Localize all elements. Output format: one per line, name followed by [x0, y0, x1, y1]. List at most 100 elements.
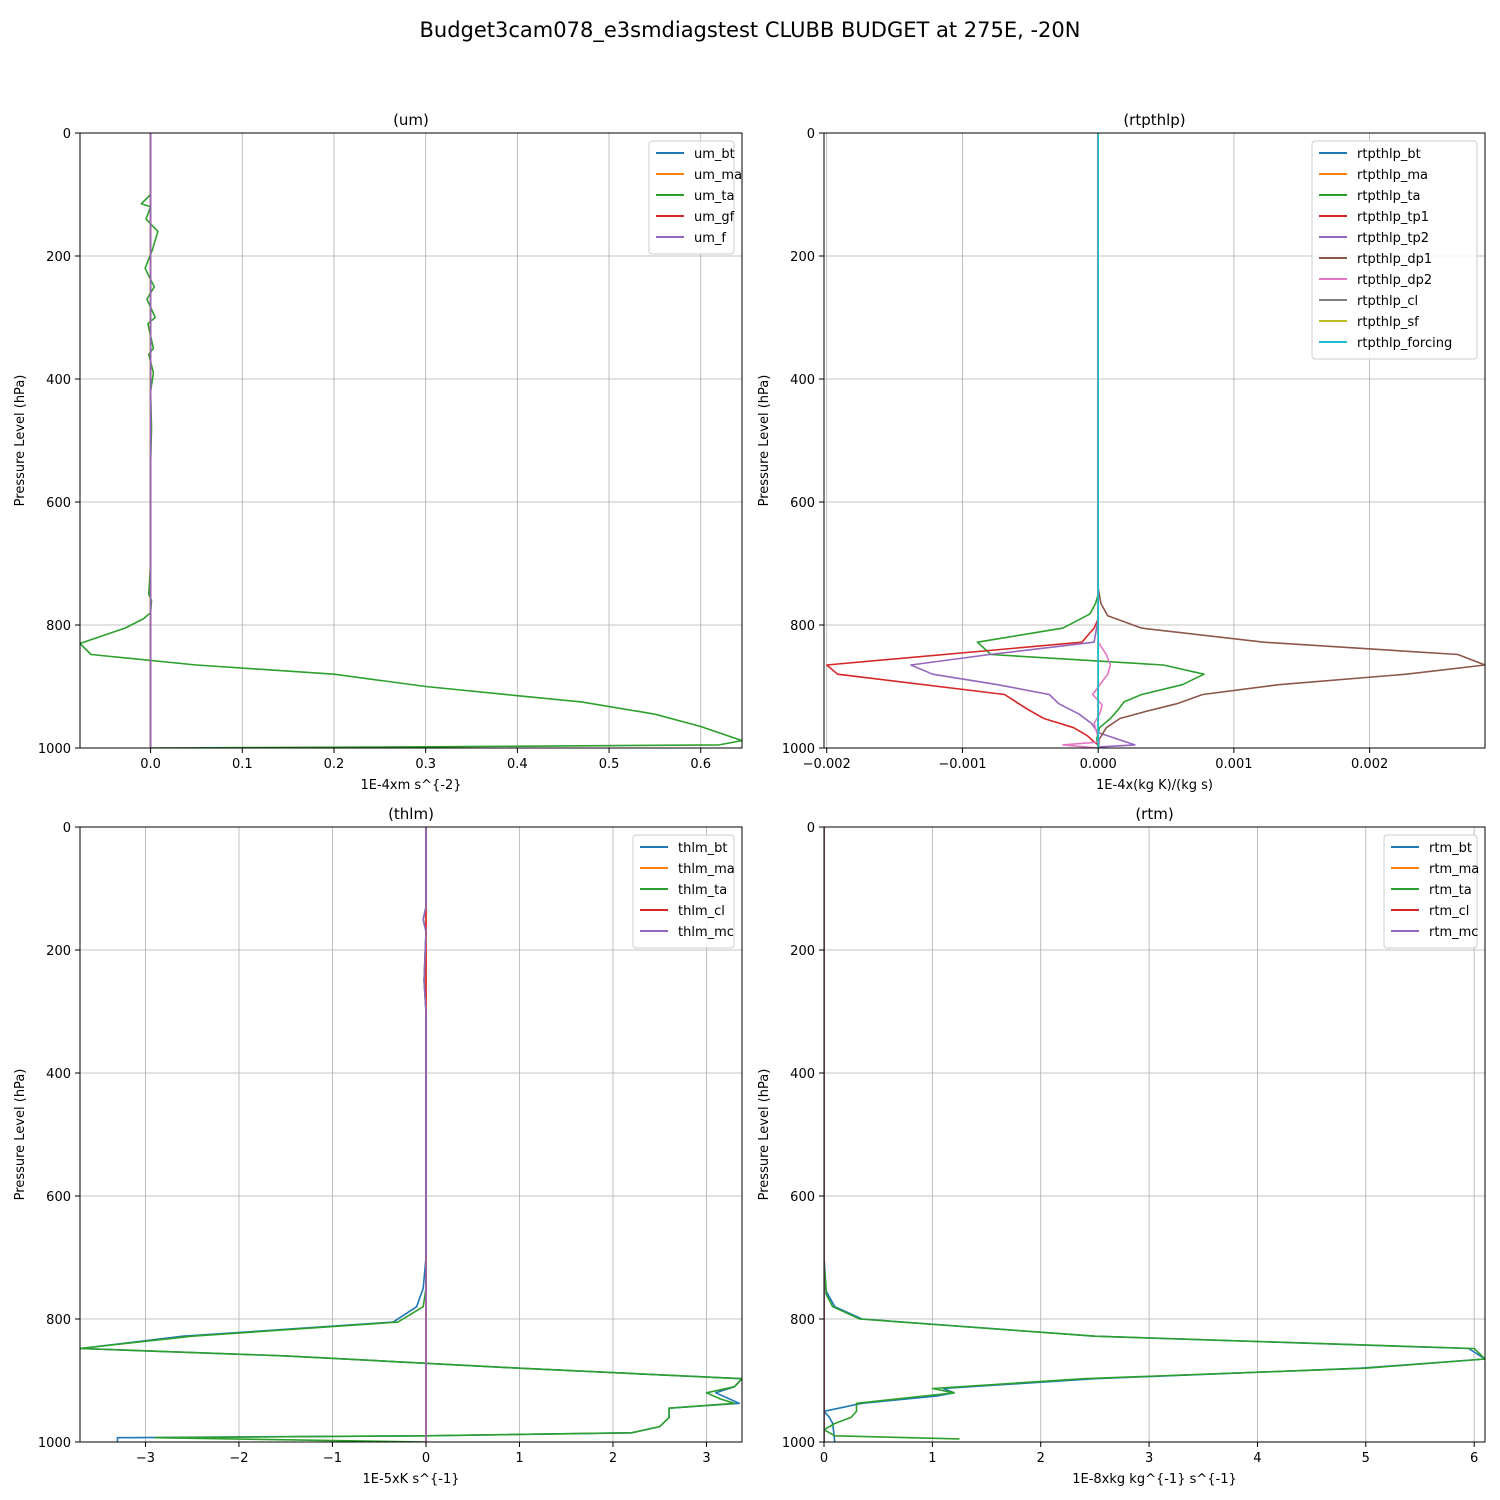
series-group	[825, 133, 1485, 748]
legend-entry: rtm_bt	[1429, 841, 1472, 856]
panel-rtpthlp: −0.002 −0.001 0.000 0.001 0.002 0 200 400 600 800…	[757, 111, 1486, 793]
panel-um: 0.0 0.1 0.2 0.3 0.4 0.5 0.6 0 200 400 600 800 1000 (u…	[13, 111, 743, 793]
legend-entry: thlm_ta	[678, 883, 727, 898]
x-tick-label: −1	[323, 1451, 342, 1466]
series-line-um_ta	[80, 133, 742, 748]
x-tick-label: 0.1	[232, 757, 253, 772]
y-axis-label: Pressure Level (hPa)	[13, 375, 28, 507]
panel-title: (rtpthlp)	[1123, 111, 1185, 129]
x-tick-label: 4	[1253, 1451, 1261, 1466]
y-tick-label: 800	[790, 619, 815, 634]
y-tick-label: 0	[63, 127, 71, 142]
legend-entry: um_f	[694, 231, 726, 246]
x-tick-label: −3	[136, 1451, 155, 1466]
legend-entry: rtm_mc	[1429, 925, 1478, 940]
x-tick-label: 0	[422, 1451, 430, 1466]
series-line-thlm_mc	[422, 827, 427, 1442]
legend-entry: rtpthlp_ma	[1357, 168, 1428, 183]
panels: 0.0 0.1 0.2 0.3 0.4 0.5 0.602004006008001000(u…	[13, 111, 1486, 1487]
legend-entry: thlm_ma	[678, 862, 735, 877]
panel-title: (rtm)	[1135, 805, 1173, 823]
legend-entry: thlm_mc	[678, 925, 734, 940]
axes-frame	[79, 826, 743, 1443]
legend-entry: rtpthlp_cl	[1357, 294, 1418, 309]
x-tick-label: 3	[702, 1451, 710, 1466]
x-tick-label: 0.0	[140, 757, 161, 772]
y-tick-label: 800	[46, 1313, 71, 1328]
y-tick-label: 0	[807, 127, 815, 142]
series-line-rtm_ta	[824, 827, 1485, 1440]
x-tick-label: 0.4	[507, 757, 528, 772]
series-line-rtpthlp_ta	[976, 133, 1205, 748]
x-tick-label: 6	[1470, 1451, 1478, 1466]
x-axis-label: 1E-4x(kg K)/(kg s)	[1096, 778, 1213, 793]
x-tick-label: 0.3	[415, 757, 436, 772]
legend-entry: rtm_ma	[1429, 862, 1479, 877]
x-axis-label: 1E-8xkg kg^{-1} s^{-1}	[1072, 1472, 1237, 1487]
y-tick-label: 0	[63, 821, 71, 836]
y-tick-label: 400	[46, 1067, 71, 1082]
legend-entry: rtm_cl	[1429, 904, 1469, 919]
legend-entry: um_ma	[694, 168, 742, 183]
axes-frame	[79, 132, 743, 749]
y-tick-label: 0	[807, 821, 815, 836]
y-tick-label: 1000	[38, 1436, 71, 1451]
series-line-rtpthlp_tp2	[910, 133, 1136, 748]
x-tick-label: 0.2	[324, 757, 345, 772]
legend: um_bt um_ma um_ta um_gf um_f	[648, 140, 742, 255]
legend-entry: rtm_ta	[1429, 883, 1472, 898]
legend-box	[648, 140, 735, 255]
y-tick-label: 1000	[782, 742, 815, 757]
legend-entry: thlm_cl	[678, 904, 725, 919]
y-tick-label: 400	[46, 373, 71, 388]
legend-box	[1383, 834, 1478, 949]
x-axis-label: 1E-4xm s^{-2}	[360, 778, 461, 793]
x-tick-label: 0.002	[1351, 757, 1388, 772]
axes-frame	[823, 132, 1486, 749]
series-group	[80, 827, 742, 1442]
y-tick-label: 200	[46, 250, 71, 265]
panel-thlm: −3 −2 −1 0 1 2 3 0 200 400 600 800 1000 (thlm) 1E-5xK …	[13, 805, 743, 1487]
x-tick-label: 0.000	[1080, 757, 1117, 772]
y-tick-label: 800	[46, 619, 71, 634]
legend-entry: um_gf	[694, 210, 735, 225]
legend-box	[1311, 140, 1478, 360]
legend-entry: rtpthlp_dp2	[1357, 273, 1432, 288]
legend-box	[632, 834, 735, 949]
x-axis-label: 1E-5xK s^{-1}	[363, 1472, 460, 1487]
y-axis-label: Pressure Level (hPa)	[757, 1069, 772, 1201]
series-line-rtpthlp_dp2	[1062, 133, 1112, 748]
y-tick-label: 600	[790, 496, 815, 511]
x-tick-label: 2	[1037, 1451, 1045, 1466]
legend-entry: rtpthlp_sf	[1357, 315, 1419, 330]
y-tick-label: 200	[790, 944, 815, 959]
y-tick-label: 800	[790, 1313, 815, 1328]
x-tick-label: 0	[820, 1451, 828, 1466]
y-tick-label: 600	[790, 1190, 815, 1205]
legend-entry: rtpthlp_tp2	[1357, 231, 1429, 246]
legend-entry: um_bt	[694, 147, 735, 162]
x-tick-label: 1	[928, 1451, 936, 1466]
panel-title: (thlm)	[388, 805, 434, 823]
legend-entry: thlm_bt	[678, 841, 727, 856]
panel-rtm: 0 1 2 3 4 5 6 0 200 400 600 800 1000 (rtm) 1E-8xkg kg^…	[757, 805, 1486, 1487]
legend-entry: rtpthlp_forcing	[1357, 336, 1452, 351]
x-tick-label: 2	[609, 1451, 617, 1466]
y-tick-label: 1000	[782, 1436, 815, 1451]
legend: thlm_bt thlm_ma thlm_ta thlm_cl thlm_mc	[632, 834, 735, 949]
legend-entry: um_ta	[694, 189, 734, 204]
legend: rtm_bt rtm_ma rtm_ta rtm_cl rtm_mc	[1383, 834, 1479, 949]
legend-entry: rtpthlp_tp1	[1357, 210, 1429, 225]
figure-title: Budget3cam078_e3smdiagstest CLUBB BUDGET…	[420, 18, 1081, 43]
series-line-rtpthlp_dp1	[1097, 133, 1485, 748]
series-group	[80, 133, 742, 748]
x-tick-label: 3	[1145, 1451, 1153, 1466]
x-tick-label: −0.001	[938, 757, 986, 772]
x-tick-label: 0.001	[1215, 757, 1252, 772]
y-tick-label: 600	[46, 1190, 71, 1205]
legend-entry: rtpthlp_bt	[1357, 147, 1421, 162]
series-group	[824, 827, 1485, 1442]
y-axis-label: Pressure Level (hPa)	[757, 375, 772, 507]
x-tick-label: 5	[1362, 1451, 1370, 1466]
